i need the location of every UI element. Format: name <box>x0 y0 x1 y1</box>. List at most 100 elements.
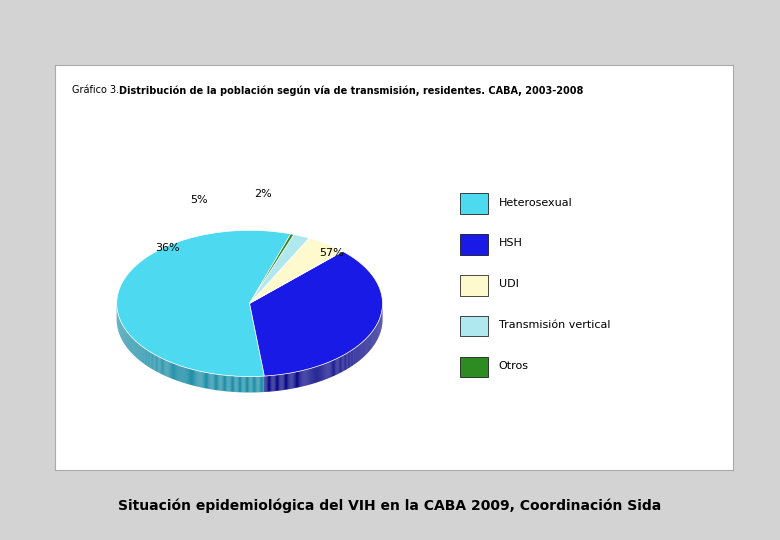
Polygon shape <box>171 362 172 379</box>
Polygon shape <box>346 353 347 369</box>
Polygon shape <box>324 363 325 380</box>
Polygon shape <box>190 369 191 385</box>
Polygon shape <box>179 365 180 382</box>
Polygon shape <box>341 356 342 373</box>
Polygon shape <box>236 376 238 392</box>
Bar <box>460 234 488 255</box>
Polygon shape <box>208 373 209 389</box>
Polygon shape <box>222 375 223 391</box>
Polygon shape <box>197 370 198 387</box>
Polygon shape <box>180 366 181 382</box>
Polygon shape <box>265 376 267 392</box>
Polygon shape <box>191 369 192 385</box>
Polygon shape <box>221 375 222 391</box>
Text: Transmisión vertical: Transmisión vertical <box>498 320 610 330</box>
Polygon shape <box>275 375 276 391</box>
Polygon shape <box>226 375 227 391</box>
Polygon shape <box>309 369 310 385</box>
Polygon shape <box>211 374 213 389</box>
Polygon shape <box>268 376 269 392</box>
Polygon shape <box>250 376 252 393</box>
Polygon shape <box>187 368 188 384</box>
Polygon shape <box>301 370 303 387</box>
Polygon shape <box>117 231 291 376</box>
Polygon shape <box>297 372 298 388</box>
Polygon shape <box>214 374 215 390</box>
Polygon shape <box>312 368 313 384</box>
Polygon shape <box>164 359 165 376</box>
Polygon shape <box>183 367 184 383</box>
Polygon shape <box>278 375 279 391</box>
Polygon shape <box>289 373 290 389</box>
Polygon shape <box>295 372 296 388</box>
Polygon shape <box>292 373 294 389</box>
Polygon shape <box>322 364 323 381</box>
Polygon shape <box>310 368 312 384</box>
Polygon shape <box>252 376 253 393</box>
Polygon shape <box>225 375 226 391</box>
Polygon shape <box>175 364 176 380</box>
Polygon shape <box>159 357 161 374</box>
Polygon shape <box>340 356 341 373</box>
Polygon shape <box>174 363 175 380</box>
Polygon shape <box>173 363 174 380</box>
Polygon shape <box>177 364 178 381</box>
Polygon shape <box>334 360 335 376</box>
Polygon shape <box>195 370 197 386</box>
Polygon shape <box>328 362 329 378</box>
Text: Situación epidemiológica del VIH en la CABA 2009, Coordinación Sida: Situación epidemiológica del VIH en la C… <box>119 499 661 513</box>
Polygon shape <box>269 376 270 392</box>
Polygon shape <box>323 364 324 380</box>
Polygon shape <box>335 359 337 375</box>
Polygon shape <box>181 366 182 382</box>
Polygon shape <box>263 376 264 392</box>
Polygon shape <box>262 376 263 392</box>
Text: 57%: 57% <box>320 248 344 258</box>
Polygon shape <box>201 372 203 388</box>
Polygon shape <box>207 373 208 389</box>
Polygon shape <box>325 363 327 379</box>
Polygon shape <box>250 251 382 376</box>
Polygon shape <box>231 376 232 392</box>
Polygon shape <box>250 238 342 303</box>
Polygon shape <box>316 367 317 383</box>
Polygon shape <box>198 371 200 387</box>
Polygon shape <box>227 375 229 391</box>
Polygon shape <box>257 376 259 393</box>
Polygon shape <box>238 376 239 392</box>
Polygon shape <box>276 375 277 391</box>
Polygon shape <box>332 360 333 377</box>
Polygon shape <box>243 376 245 393</box>
Polygon shape <box>300 371 301 387</box>
Polygon shape <box>282 374 284 390</box>
Polygon shape <box>232 376 233 392</box>
Polygon shape <box>321 365 322 381</box>
Bar <box>460 275 488 295</box>
Polygon shape <box>182 366 183 382</box>
Polygon shape <box>347 353 348 369</box>
Polygon shape <box>246 376 247 393</box>
Polygon shape <box>229 376 231 392</box>
Polygon shape <box>290 373 292 389</box>
Text: Distribución de la población según vía de transmisión, residentes. CABA, 2003-20: Distribución de la población según vía d… <box>119 85 583 96</box>
Polygon shape <box>345 354 346 370</box>
Polygon shape <box>303 370 304 386</box>
Polygon shape <box>337 358 338 375</box>
Polygon shape <box>343 355 344 371</box>
Polygon shape <box>163 359 164 375</box>
Polygon shape <box>274 375 275 391</box>
Polygon shape <box>330 361 332 377</box>
Polygon shape <box>267 376 268 392</box>
Polygon shape <box>247 376 248 393</box>
Polygon shape <box>156 355 157 372</box>
Polygon shape <box>285 374 286 390</box>
Polygon shape <box>250 234 294 303</box>
Text: Otros: Otros <box>498 361 529 371</box>
Polygon shape <box>203 372 204 388</box>
Polygon shape <box>216 374 217 390</box>
Text: 36%: 36% <box>155 242 179 253</box>
Polygon shape <box>286 374 287 390</box>
Text: Heterosexual: Heterosexual <box>498 198 573 207</box>
Polygon shape <box>254 376 255 393</box>
Polygon shape <box>223 375 224 391</box>
